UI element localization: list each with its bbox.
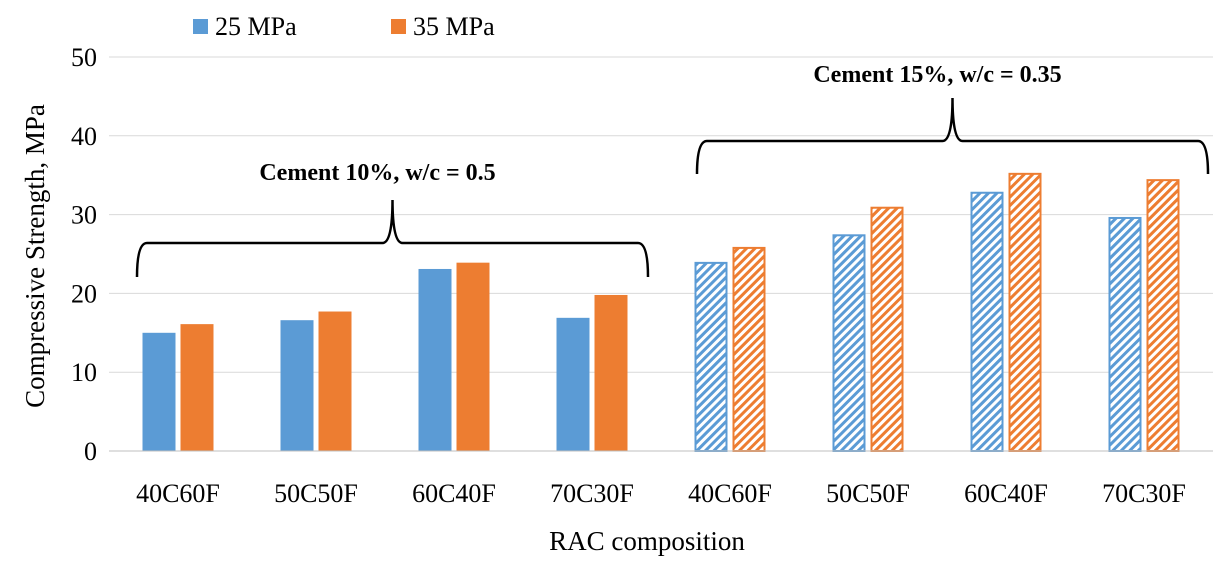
group-brace	[135, 199, 650, 278]
legend-swatch	[193, 19, 208, 34]
group-label: Cement 15%, w/c = 0.35	[813, 62, 1061, 88]
axes: 0 10 20 30 40 50 40C60F 50C50F 60C40F 70C30F 40C60…	[71, 43, 1213, 508]
bar-series-2	[456, 262, 490, 451]
y-tick-label: 20	[71, 279, 97, 308]
legend: 25 MPa 35 MPa	[193, 12, 495, 41]
bar-series-1	[142, 332, 176, 451]
group-label: Cement 10%, w/c = 0.5	[259, 160, 495, 186]
y-tick-label: 40	[71, 122, 97, 151]
x-tick-label: 40C60F	[136, 479, 220, 508]
bar-series-2	[180, 324, 214, 451]
bar-series-1	[280, 320, 314, 451]
y-axis-title: Compressive Strength, MPa	[20, 104, 50, 408]
x-tick-label: 60C40F	[412, 479, 496, 508]
x-tick-label: 50C50F	[274, 479, 358, 508]
legend-label: 35 MPa	[413, 12, 495, 41]
bar-series-2	[732, 246, 766, 452]
bar-series-1	[832, 234, 866, 452]
x-tick-label: 70C30F	[1102, 479, 1186, 508]
bar-series-1	[970, 191, 1004, 453]
bar-series-2	[318, 311, 352, 451]
bar-series-2	[1146, 179, 1180, 452]
group-brace	[695, 97, 1210, 175]
y-tick-label: 10	[71, 358, 97, 387]
x-axis-title: RAC composition	[549, 526, 745, 556]
x-tick-label: 60C40F	[964, 479, 1048, 508]
bar-series-2	[594, 294, 628, 451]
y-tick-label: 50	[71, 43, 97, 72]
legend-swatch	[391, 19, 406, 34]
bar-series-2	[1008, 172, 1042, 452]
bar-series-1	[418, 268, 452, 451]
bars	[142, 172, 1180, 453]
legend-label: 25 MPa	[215, 12, 297, 41]
group-braces: Cement 10%, w/c = 0.5 Cement 15%, w/c = 0…	[135, 62, 1210, 278]
bar-series-1	[694, 261, 728, 452]
x-tick-label: 40C60F	[688, 479, 772, 508]
y-tick-label: 0	[84, 437, 97, 466]
x-tick-label: 50C50F	[826, 479, 910, 508]
bar-series-1	[556, 317, 590, 451]
gridlines	[109, 56, 1213, 373]
y-tick-label: 30	[71, 201, 97, 230]
bar-series-1	[1108, 216, 1142, 452]
bar-series-2	[870, 206, 904, 452]
x-tick-label: 70C30F	[550, 479, 634, 508]
